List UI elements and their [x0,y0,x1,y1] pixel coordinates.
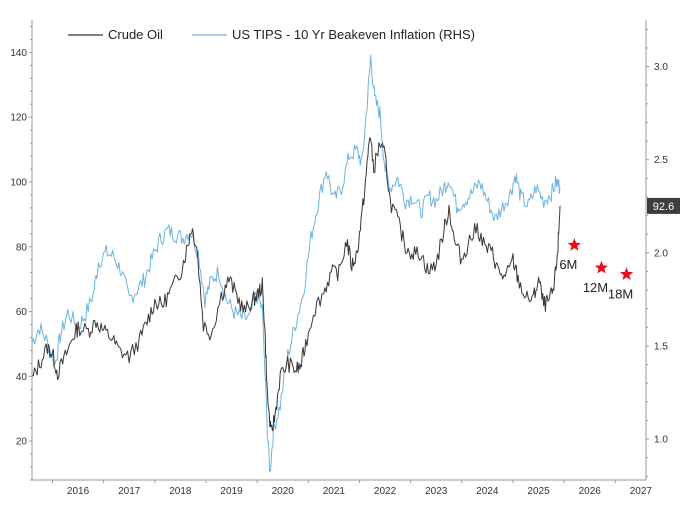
left-tick-label: 120 [10,113,27,124]
annotation-layer: 6M 12M 18M [559,238,633,301]
left-tick-label: 20 [16,437,28,448]
x-tick-label: 2016 [67,486,90,497]
right-tick-label: 1.5 [654,341,668,352]
legend: Crude Oil US TIPS - 10 Yr Beakeven Infla… [68,27,475,42]
x-tick-label: 2021 [323,486,346,497]
forecast-star-marker [594,260,609,274]
left-tick-label: 40 [16,372,28,383]
x-tick-label: 2019 [220,486,243,497]
right-axis-ticks: 1.0 1.5 2.0 2.5 3.0 [646,28,668,477]
x-tick-label: 2022 [374,486,397,497]
x-tick-label: 2026 [579,486,602,497]
left-tick-label: 80 [16,242,28,253]
x-axis-ticks: 2016 2017 2018 2019 2020 2021 2022 2023 2024 2025… [51,480,653,497]
legend-label-crude-oil: Crude Oil [108,27,163,42]
series-layer [31,54,561,472]
value-label-text: 92.6 [653,201,674,213]
right-tick-label: 3.0 [654,62,668,73]
right-tick-label: 2.0 [654,248,668,259]
x-tick-label: 2023 [425,486,448,497]
forecast-star-marker [567,238,581,251]
x-tick-label: 2020 [272,486,295,497]
forecast-label: 18M [608,286,633,301]
left-tick-label: 100 [10,177,27,188]
forecast-label: 6M [559,257,577,272]
x-tick-label: 2027 [630,486,653,497]
x-tick-label: 2025 [527,486,550,497]
x-tick-label: 2024 [476,486,499,497]
right-tick-label: 2.5 [654,155,668,166]
forecast-label: 12M [583,280,608,295]
x-tick-label: 2018 [169,486,192,497]
right-tick-label: 1.0 [654,435,668,446]
left-axis-ticks: 20 40 60 80 100 120 140 [10,25,32,481]
x-tick-label: 2017 [118,486,141,497]
left-tick-label: 60 [16,307,28,318]
series-crude-oil-line [31,137,561,432]
legend-label-breakeven: US TIPS - 10 Yr Beakeven Inflation (RHS) [232,27,475,42]
forecast-star-marker [619,267,634,280]
value-label: 92.6 [647,197,680,214]
value-label-box [647,197,680,214]
series-breakeven-line [31,54,561,472]
left-tick-label: 140 [10,48,27,59]
